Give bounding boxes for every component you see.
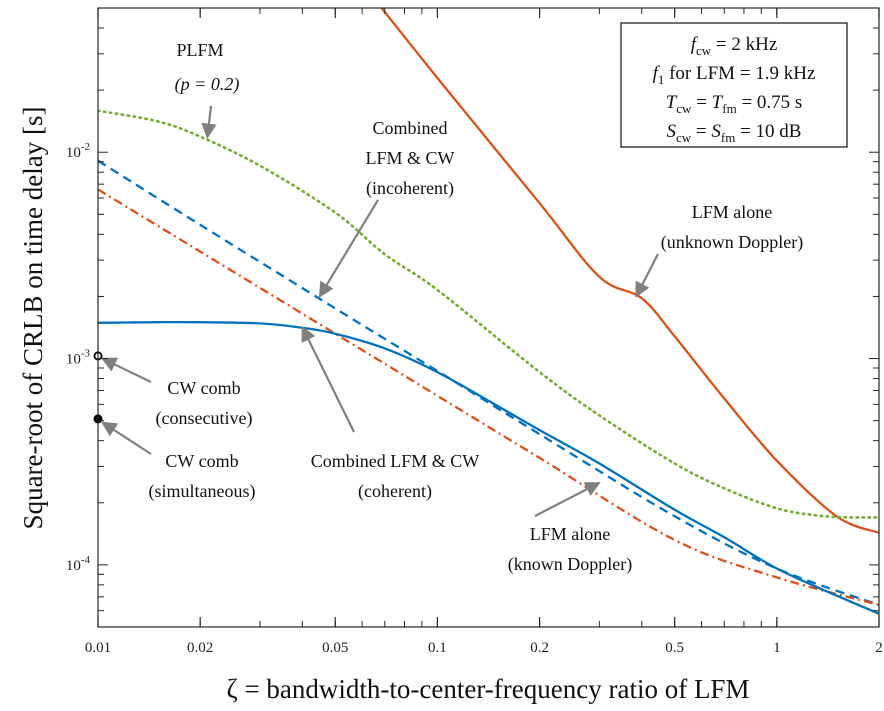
y-tick-label: 10-4 <box>66 554 91 574</box>
annotation-combined-coherent-line1: Combined LFM & CW <box>311 451 480 471</box>
arrow-lfm-known <box>535 483 599 516</box>
x-tick-label: 0.1 <box>428 640 447 656</box>
x-tick-label: 0.5 <box>665 640 684 656</box>
x-tick-label: 0.05 <box>322 640 348 656</box>
arrow-plfm <box>207 106 211 137</box>
annotation-plfm-title: PLFM <box>176 40 223 60</box>
x-tick-label: 1 <box>773 640 781 656</box>
x-tick-label: 2 <box>875 640 883 656</box>
arrow-combined-incoherent <box>320 200 378 296</box>
info-line-f1: f1 for LFM = 1.9 kHz <box>653 63 816 87</box>
y-tick-label: 10-3 <box>66 348 91 368</box>
x-axis-label: ζ = bandwidth-to-center-frequency ratio … <box>227 674 750 704</box>
annotation-combined-incoherent-line3: (incoherent) <box>366 178 454 199</box>
annotation-plfm-param: (p = 0.2) <box>175 74 240 95</box>
y-tick-label: 10-2 <box>66 141 90 161</box>
annotation-cw-consecutive-line2: (consecutive) <box>156 408 253 429</box>
annotation-lfm-known-line1: LFM alone <box>530 524 611 544</box>
annotation-cw-consecutive-line1: CW comb <box>167 378 240 398</box>
arrow-cw-simultaneous <box>102 422 151 454</box>
annotation-lfm-unknown-line2: (unknown Doppler) <box>661 232 803 253</box>
annotation-lfm-known-line2: (known Doppler) <box>508 554 632 575</box>
arrow-cw-consecutive <box>102 359 151 382</box>
arrow-lfm-unknown <box>636 254 658 296</box>
x-tick-label: 0.01 <box>85 640 111 656</box>
annotation-combined-incoherent-line2: LFM & CW <box>365 148 454 168</box>
annotation-combined-coherent-line2: (coherent) <box>358 481 432 502</box>
x-tick-label: 0.2 <box>530 640 549 656</box>
y-axis-label: Square-root of CRLB on time delay [s] <box>18 107 48 530</box>
annotation-combined-incoherent-line1: Combined <box>373 118 448 138</box>
arrow-combined-coherent <box>302 327 354 432</box>
annotation-cw-simultaneous-line1: CW comb <box>165 451 238 471</box>
x-tick-label: 0.02 <box>187 640 213 656</box>
annotation-cw-simultaneous-line2: (simultaneous) <box>149 481 256 502</box>
annotation-lfm-unknown-line1: LFM alone <box>692 202 773 222</box>
